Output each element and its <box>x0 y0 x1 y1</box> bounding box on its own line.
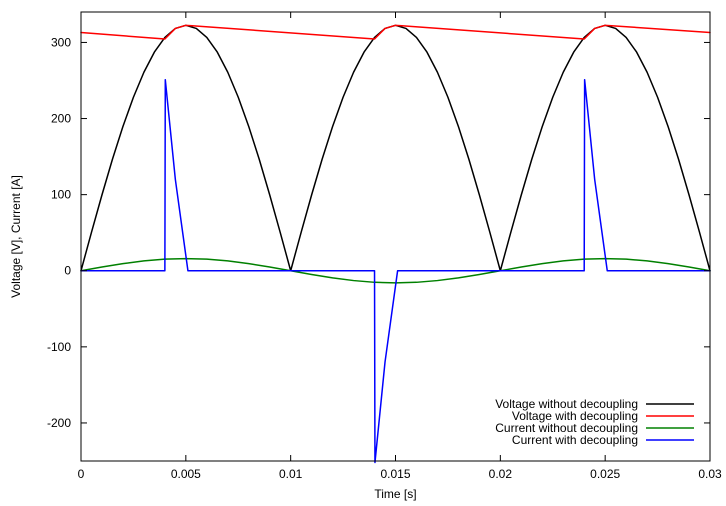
x-tick-label: 0.03 <box>698 467 722 481</box>
series-line-2 <box>80 24 711 40</box>
x-axis-label: Time [s] <box>374 487 416 501</box>
x-tick-label: 0.015 <box>380 467 410 481</box>
legend-label: Voltage with decoupling <box>512 409 638 423</box>
legend-label: Voltage without decoupling <box>495 397 638 411</box>
series-line-1 <box>80 24 711 272</box>
x-tick-label: 0.005 <box>171 467 201 481</box>
plot-frame <box>80 11 711 462</box>
series-layer <box>80 24 711 464</box>
legend-label: Current without decoupling <box>495 421 638 435</box>
legend-label: Current with decoupling <box>512 433 638 447</box>
x-tick-label: 0.01 <box>279 467 303 481</box>
y-tick-label: 200 <box>51 112 71 126</box>
y-axis-label: Voltage [V], Current [A] <box>9 175 23 298</box>
y-tick-label: -200 <box>47 416 71 430</box>
y-tick-label: 300 <box>51 35 71 49</box>
x-tick-label: 0 <box>78 467 85 481</box>
x-tick-label: 0.025 <box>590 467 620 481</box>
ticks-layer: 0 0.005 0.01 0.015 0.02 0.025 0.03 -200 -100 0 100… <box>47 12 722 481</box>
y-tick-label: -100 <box>47 340 71 354</box>
series-line-4 <box>80 78 711 464</box>
x-tick-label: 0.02 <box>489 467 513 481</box>
y-tick-label: 100 <box>51 188 71 202</box>
y-tick-label: 0 <box>64 264 71 278</box>
